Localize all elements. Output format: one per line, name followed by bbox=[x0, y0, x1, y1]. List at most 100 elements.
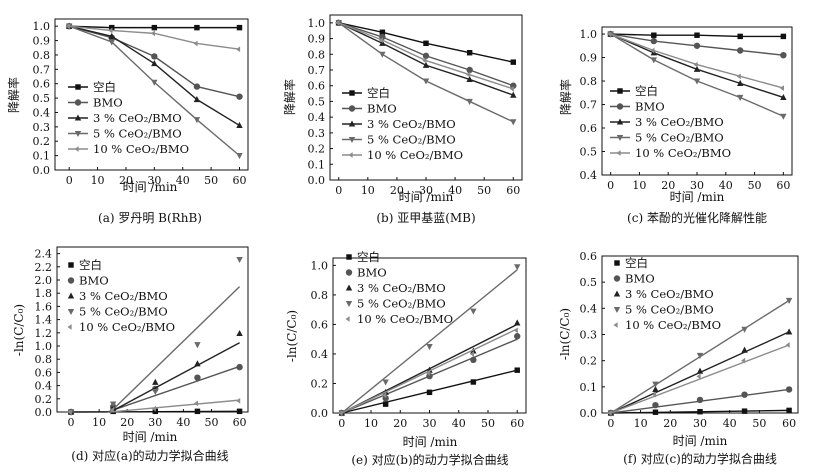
x-tick-label-a-4: 40 bbox=[176, 174, 190, 187]
data-point-a-10-ceo-bmo-4 bbox=[235, 46, 241, 53]
data-point-b-bmo-1 bbox=[379, 33, 386, 41]
legend-marker-a-5-ceo-bmo bbox=[74, 130, 82, 138]
legend-marker-a-bmo bbox=[74, 99, 82, 106]
data-point-a-blank-1 bbox=[109, 24, 115, 31]
fit-line-d-10-ceo-bmo bbox=[110, 399, 240, 413]
data-point-f-bmo-2 bbox=[696, 396, 704, 404]
data-point-d-3-ceo-bmo-2 bbox=[152, 378, 159, 385]
data-point-e-bmo-1 bbox=[382, 395, 389, 402]
x-tick-label-e-5: 50 bbox=[481, 417, 495, 430]
x-tick-label-f-5: 50 bbox=[752, 417, 766, 430]
data-point-a-blank-3 bbox=[194, 24, 200, 31]
legend-marker-e-10-ceo-bmo bbox=[345, 316, 350, 322]
data-point-a-10-ceo-bmo-2 bbox=[150, 30, 155, 37]
x-axis-label-e: 时间 /min bbox=[403, 435, 458, 449]
y-tick-label-b-4: 0.4 bbox=[308, 111, 326, 124]
y-axis-label-c: 降解率 bbox=[558, 79, 573, 115]
legend-marker-c-3-ceo-bmo bbox=[616, 118, 624, 125]
x-tick-label-b-0: 0 bbox=[335, 184, 342, 197]
legend-marker-d-bmo bbox=[67, 277, 75, 284]
y-tick-label-c-3: 0.7 bbox=[580, 99, 598, 112]
data-point-a-3-ceo-bmo-2 bbox=[151, 60, 158, 67]
x-tick-label-a-1: 10 bbox=[91, 174, 105, 187]
y-tick-label-e-5: 1.0 bbox=[311, 259, 329, 272]
data-point-e-10-ceo-bmo-1 bbox=[382, 392, 387, 399]
y-tick-label-d-9: 1.8 bbox=[35, 287, 53, 300]
data-point-f-blank-2 bbox=[697, 408, 703, 415]
legend-label-e-bmo: BMO bbox=[357, 266, 387, 280]
data-point-a-blank-4 bbox=[236, 24, 243, 31]
legend-label-a-blank: 空白 bbox=[93, 80, 116, 94]
legend-label-b-bmo: BMO bbox=[367, 102, 397, 116]
y-tick-label-b-9: 0.9 bbox=[308, 33, 326, 46]
x-tick-label-b-2: 20 bbox=[390, 184, 404, 197]
data-point-e-blank-1 bbox=[382, 401, 389, 407]
legend-marker-a-3-ceo-bmo bbox=[74, 114, 82, 121]
legend-label-e-blank: 空白 bbox=[357, 250, 380, 264]
data-point-f-10-ceo-bmo-2 bbox=[696, 373, 701, 380]
data-point-b-5-ceo-bmo-4 bbox=[510, 119, 517, 126]
data-point-e-3-ceo-bmo-4 bbox=[514, 319, 521, 326]
data-point-f-bmo-1 bbox=[652, 401, 659, 409]
data-point-f-10-ceo-bmo-1 bbox=[651, 391, 657, 398]
y-tick-label-c-1: 0.5 bbox=[580, 146, 598, 159]
y-tick-label-d-12: 2.4 bbox=[35, 248, 53, 261]
data-point-f-blank-3 bbox=[741, 408, 748, 414]
data-point-c-10-ceo-bmo-4 bbox=[779, 85, 785, 91]
y-tick-label-f-1: 0.1 bbox=[580, 381, 598, 394]
fit-line-d-5-ceo-bmo bbox=[109, 286, 241, 413]
x-tick-label-d-0: 0 bbox=[68, 416, 75, 429]
y-tick-label-d-7: 1.4 bbox=[35, 314, 53, 327]
legend-marker-b-blank bbox=[349, 90, 355, 96]
legend-label-d-3-ceo-bmo: 3 % CeO₂/BMO bbox=[79, 289, 168, 303]
data-point-b-3-ceo-bmo-2 bbox=[422, 61, 430, 68]
legend-label-f-3-ceo-bmo: 3 % CeO₂/BMO bbox=[625, 287, 714, 301]
legend-label-d-10-ceo-bmo: 10 % CeO₂/BMO bbox=[79, 320, 175, 334]
data-point-d-10-ceo-bmo-1 bbox=[109, 407, 114, 413]
y-tick-label-d-0: 0.0 bbox=[35, 406, 53, 419]
x-tick-label-a-2: 20 bbox=[119, 174, 133, 187]
data-point-c-3-ceo-bmo-4 bbox=[780, 93, 787, 101]
legend-marker-a-blank bbox=[75, 84, 81, 90]
data-point-f-3-ceo-bmo-4 bbox=[785, 328, 793, 335]
x-tick-label-d-2: 20 bbox=[120, 416, 134, 429]
data-point-b-3-ceo-bmo-3 bbox=[466, 75, 473, 82]
legend-label-e-3-ceo-bmo: 3 % CeO₂/BMO bbox=[357, 281, 446, 295]
data-point-b-3-ceo-bmo-1 bbox=[379, 39, 386, 46]
data-point-f-bmo-3 bbox=[741, 391, 748, 398]
data-point-b-bmo-2 bbox=[422, 52, 430, 60]
data-point-a-5-ceo-bmo-1 bbox=[108, 39, 115, 46]
y-tick-label-d-8: 1.6 bbox=[35, 300, 53, 313]
y-tick-label-f-5: 0.5 bbox=[580, 276, 598, 289]
legend-label-d-5-ceo-bmo: 5 % CeO₂/BMO bbox=[79, 305, 168, 319]
legend-label-b-3-ceo-bmo: 3 % CeO₂/BMO bbox=[367, 117, 456, 131]
legend-marker-d-5-ceo-bmo bbox=[67, 308, 75, 316]
legend-marker-e-5-ceo-bmo bbox=[345, 300, 353, 308]
data-point-d-3-ceo-bmo-4 bbox=[236, 329, 243, 337]
data-point-f-5-ceo-bmo-1 bbox=[652, 381, 659, 388]
data-point-b-10-ceo-bmo-4 bbox=[509, 85, 514, 92]
data-point-f-5-ceo-bmo-3 bbox=[741, 326, 748, 333]
data-point-d-5-ceo-bmo-2 bbox=[152, 388, 159, 396]
fit-line-d-3-ceo-bmo bbox=[110, 342, 240, 413]
legend-label-a-bmo: BMO bbox=[93, 96, 123, 110]
y-tick-label-e-0: 0.0 bbox=[311, 407, 329, 420]
x-tick-label-e-2: 20 bbox=[393, 417, 407, 430]
legend-label-c-3-ceo-bmo: 3 % CeO₂/BMO bbox=[635, 115, 724, 129]
data-point-a-5-ceo-bmo-3 bbox=[193, 117, 201, 124]
legend-label-d-bmo: BMO bbox=[79, 274, 109, 288]
x-tick-label-c-0: 0 bbox=[607, 179, 614, 192]
x-tick-label-c-3: 30 bbox=[690, 179, 704, 192]
data-point-d-blank-3 bbox=[194, 408, 201, 415]
x-tick-label-e-0: 0 bbox=[338, 417, 345, 430]
y-tick-label-b-6: 0.6 bbox=[308, 80, 326, 93]
legend-marker-d-blank bbox=[68, 262, 74, 268]
y-axis-label-a: 降解率 bbox=[6, 77, 21, 113]
legend-label-c-bmo: BMO bbox=[635, 100, 665, 114]
x-tick-label-e-3: 30 bbox=[423, 417, 437, 430]
data-point-d-bmo-3 bbox=[194, 374, 201, 381]
y-tick-label-e-4: 0.8 bbox=[311, 289, 329, 302]
